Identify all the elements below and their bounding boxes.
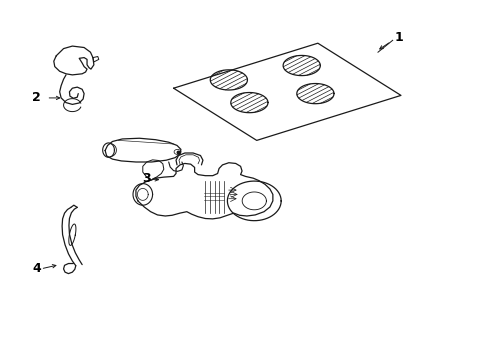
Text: 2: 2 xyxy=(32,91,41,104)
Text: 3: 3 xyxy=(142,172,151,185)
Text: 1: 1 xyxy=(393,31,402,44)
Text: 4: 4 xyxy=(32,262,41,275)
